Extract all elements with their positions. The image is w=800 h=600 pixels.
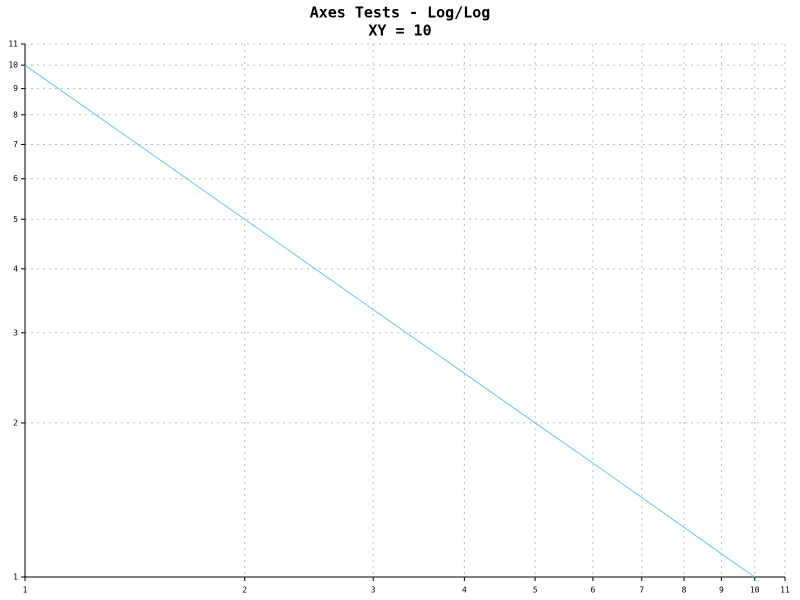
y-tick-label: 1 bbox=[13, 573, 18, 582]
x-tick-label: 6 bbox=[590, 586, 595, 595]
x-tick-label: 11 bbox=[780, 586, 790, 595]
x-tick-label: 10 bbox=[750, 586, 760, 595]
x-tick-label: 1 bbox=[23, 586, 28, 595]
x-tick-label: 2 bbox=[242, 586, 247, 595]
y-tick-label: 7 bbox=[13, 140, 18, 149]
x-tick-label: 9 bbox=[719, 586, 724, 595]
x-tick-label: 5 bbox=[533, 586, 538, 595]
y-tick-label: 3 bbox=[13, 328, 18, 337]
y-tick-label: 11 bbox=[8, 40, 18, 49]
chart-title: Axes Tests - Log/Log bbox=[310, 4, 491, 22]
line bbox=[24, 64, 756, 578]
y-tick-label: 8 bbox=[13, 110, 18, 119]
x-tick-label: 8 bbox=[682, 586, 687, 595]
y-tick-label: 10 bbox=[8, 61, 18, 70]
y-tick-label: 2 bbox=[13, 418, 18, 427]
y-tick-label: 4 bbox=[13, 264, 18, 273]
y-tick-label: 9 bbox=[13, 84, 18, 93]
chart-subtitle: XY = 10 bbox=[368, 22, 431, 40]
y-tick-label: 6 bbox=[13, 174, 18, 183]
x-tick-label: 7 bbox=[639, 586, 644, 595]
x-tick-label: 4 bbox=[462, 586, 467, 595]
x-tick-label: 3 bbox=[371, 586, 376, 595]
y-tick-label: 5 bbox=[13, 215, 18, 224]
